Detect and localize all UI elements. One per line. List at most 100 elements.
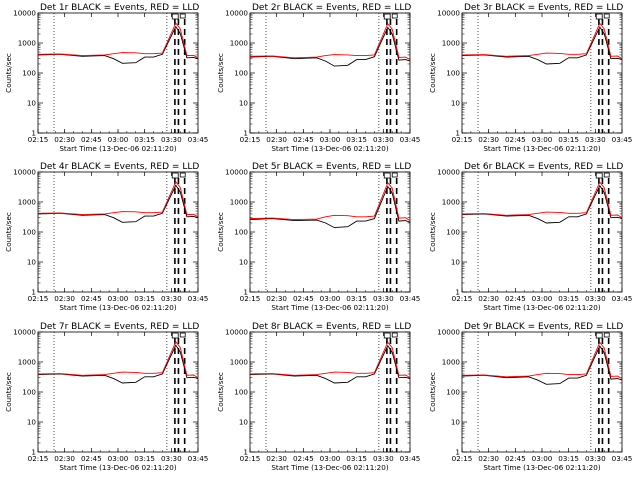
x-tick-label: 03:00	[108, 135, 129, 144]
flare-box-marker	[391, 332, 398, 338]
events-series-line	[249, 185, 411, 229]
events-series-line	[461, 184, 623, 224]
x-axis-label: Start Time (13-Dec-06 02:11:20)	[59, 144, 176, 153]
flare-box-marker	[603, 172, 610, 178]
flare-box-marker	[179, 13, 186, 19]
y-tick-label: 1	[31, 288, 36, 297]
x-tick-label: 03:15	[346, 454, 367, 463]
y-tick-label: 1000	[18, 358, 37, 367]
x-axis-label: Start Time (13-Dec-06 02:11:20)	[483, 463, 600, 472]
x-tick-label: 03:45	[612, 294, 633, 303]
panel-det-5r: Det 5r BLACK = Events, RED = LLD 02:15 02:…	[216, 162, 420, 312]
x-tick-label: 02:15	[240, 454, 261, 463]
panel-title: Det 4r BLACK = Events, RED = LLD	[40, 162, 199, 172]
y-tick-label: 10000	[13, 168, 36, 177]
x-tick-label: 03:30	[161, 294, 182, 303]
events-series-line	[37, 184, 199, 223]
panel-title: Det 3r BLACK = Events, RED = LLD	[464, 3, 623, 13]
x-tick-label: 03:30	[373, 294, 394, 303]
x-tick-label: 02:30	[266, 294, 287, 303]
x-tick-label: 03:15	[134, 135, 155, 144]
x-tick-label: 03:15	[558, 135, 579, 144]
x-tick-label: 03:15	[346, 294, 367, 303]
y-tick-label: 10000	[437, 328, 460, 337]
lld-series-line	[461, 341, 623, 379]
y-tick-label: 1000	[230, 358, 249, 367]
panel-det-1r: Det 1r BLACK = Events, RED = LLD 02:15 02:…	[4, 3, 208, 153]
flare-box-marker	[179, 332, 186, 338]
y-tick-label: 1000	[18, 39, 37, 48]
x-tick-label: 02:30	[478, 135, 499, 144]
lld-series-line	[249, 22, 411, 60]
x-tick-label: 03:30	[585, 454, 606, 463]
y-tick-label: 100	[446, 228, 460, 237]
panel-title: Det 7r BLACK = Events, RED = LLD	[40, 322, 199, 332]
flare-box-marker	[391, 13, 398, 19]
x-tick-label: 03:00	[320, 135, 341, 144]
y-tick-label: 1000	[442, 198, 461, 207]
x-tick-label: 03:30	[161, 454, 182, 463]
panel-title: Det 6r BLACK = Events, RED = LLD	[464, 162, 623, 172]
y-tick-label: 10	[27, 99, 37, 108]
x-tick-label: 03:15	[134, 454, 155, 463]
panel-det-3r: Det 3r BLACK = Events, RED = LLD 02:15 02:…	[428, 3, 632, 153]
x-tick-label: 03:15	[558, 294, 579, 303]
y-tick-label: 1	[243, 288, 248, 297]
x-tick-label: 02:30	[478, 454, 499, 463]
x-tick-label: 03:30	[161, 135, 182, 144]
x-tick-label: 03:45	[612, 135, 633, 144]
panel-det-6r: Det 6r BLACK = Events, RED = LLD 02:15 02:…	[428, 162, 632, 312]
panel-det-7r: Det 7r BLACK = Events, RED = LLD 02:15 02:…	[4, 322, 208, 472]
x-axis-label: Start Time (13-Dec-06 02:11:20)	[59, 463, 176, 472]
y-tick-label: 10	[451, 258, 461, 267]
panel-title: Det 5r BLACK = Events, RED = LLD	[252, 162, 411, 172]
x-tick-label: 02:15	[28, 294, 49, 303]
y-tick-label: 100	[234, 388, 248, 397]
x-tick-label: 02:30	[266, 135, 287, 144]
panel-det-2r: Det 2r BLACK = Events, RED = LLD 02:15 02:…	[216, 3, 420, 153]
x-tick-label: 03:30	[373, 135, 394, 144]
y-tick-label: 10000	[437, 9, 460, 18]
y-tick-label: 10000	[13, 9, 36, 18]
lld-series-line	[249, 181, 411, 221]
x-tick-label: 02:45	[81, 135, 102, 144]
y-tick-label: 100	[22, 388, 36, 397]
panel-det-4r: Det 4r BLACK = Events, RED = LLD 02:15 02:…	[4, 162, 208, 312]
y-tick-label: 100	[446, 388, 460, 397]
x-tick-label: 03:15	[346, 135, 367, 144]
x-tick-label: 03:45	[188, 135, 209, 144]
x-tick-label: 02:45	[505, 294, 526, 303]
y-tick-label: 10	[451, 418, 461, 427]
lld-series-line	[461, 22, 623, 60]
flare-box-marker	[595, 332, 603, 339]
y-axis-label: Counts/sec	[428, 212, 437, 252]
x-tick-label: 03:15	[134, 294, 155, 303]
lld-series-line	[461, 181, 623, 219]
y-tick-label: 1000	[442, 358, 461, 367]
panel-title: Det 8r BLACK = Events, RED = LLD	[252, 322, 411, 332]
events-series-line	[461, 26, 623, 65]
flare-box-marker	[391, 172, 398, 178]
lld-series-line	[37, 340, 199, 379]
y-tick-label: 10	[27, 418, 37, 427]
x-tick-label: 03:00	[532, 454, 553, 463]
x-axis-label: Start Time (13-Dec-06 02:11:20)	[271, 303, 388, 312]
y-tick-label: 10	[239, 99, 249, 108]
x-tick-label: 03:45	[188, 454, 209, 463]
x-tick-label: 03:45	[188, 294, 209, 303]
x-tick-label: 03:45	[400, 135, 421, 144]
y-tick-label: 10000	[225, 9, 248, 18]
x-tick-label: 02:30	[266, 454, 287, 463]
x-tick-label: 03:15	[558, 454, 579, 463]
x-tick-label: 02:15	[28, 454, 49, 463]
x-tick-label: 02:15	[452, 294, 473, 303]
y-tick-label: 1	[455, 129, 460, 138]
y-axis-label: Counts/sec	[4, 53, 13, 93]
x-tick-label: 03:30	[585, 135, 606, 144]
y-tick-label: 1	[31, 129, 36, 138]
x-tick-label: 02:15	[240, 294, 261, 303]
x-tick-label: 02:30	[54, 454, 75, 463]
y-tick-label: 10000	[225, 168, 248, 177]
events-series-line	[249, 344, 411, 384]
